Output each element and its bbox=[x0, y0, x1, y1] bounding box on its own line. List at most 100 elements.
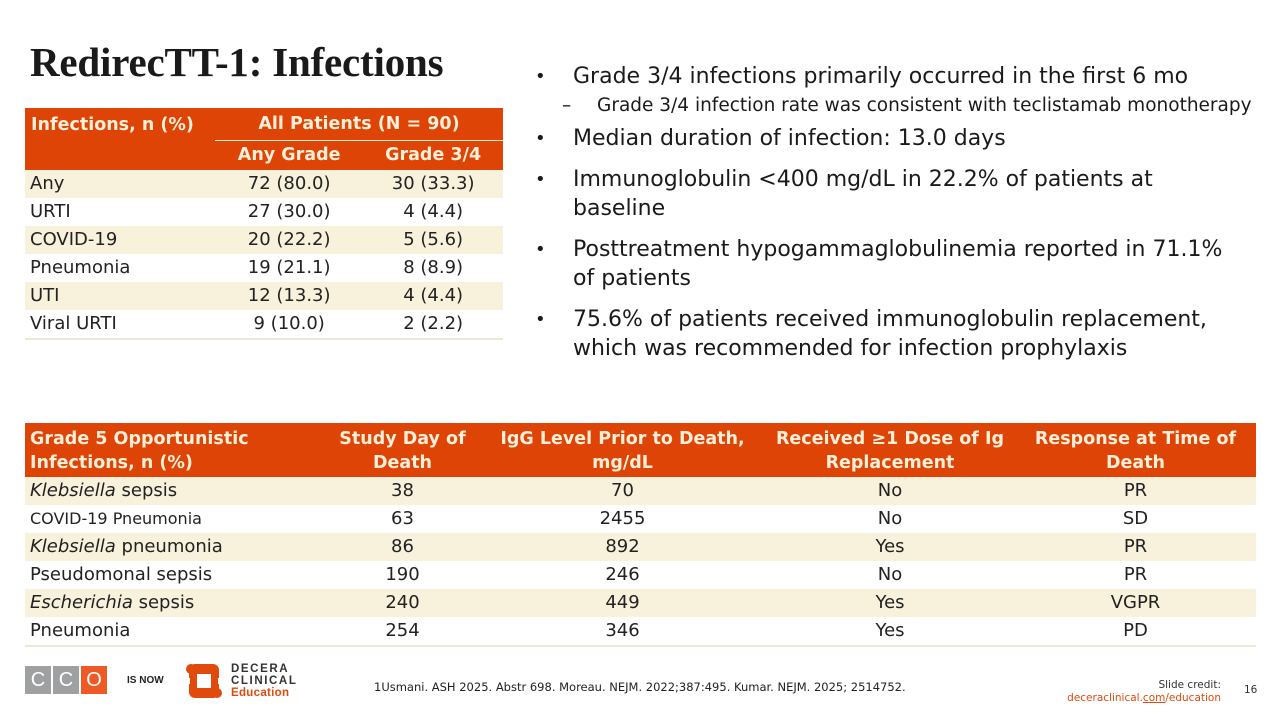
table-row: Klebsiella pneumonia 86 892 Yes PR bbox=[25, 533, 1256, 561]
bullet-icon: • bbox=[535, 128, 546, 149]
table-row: Pneumonia 19 (21.1) 8 (8.9) bbox=[25, 254, 503, 282]
grade34-value: 30 (33.3) bbox=[363, 170, 503, 198]
igg-value: 892 bbox=[480, 533, 765, 561]
response-value: PR bbox=[1123, 564, 1148, 585]
response-value: PR bbox=[1015, 533, 1256, 561]
organism-header: Grade 5 Opportunistic Infections, n (%) bbox=[25, 423, 325, 477]
bullet-text: Immunoglobulin <400 mg/dL in 22.2% of pa… bbox=[573, 167, 1153, 221]
table-row: COVID-19 Pneumonia 63 2455 No SD bbox=[25, 505, 1256, 533]
ig-replacement-value: Yes bbox=[765, 533, 1015, 561]
cco-logo-letter: C bbox=[53, 666, 79, 694]
response-value: PD bbox=[1015, 617, 1256, 647]
any-grade-value: 9 (10.0) bbox=[215, 310, 364, 340]
credit-link-part[interactable]: /education bbox=[1165, 692, 1221, 704]
bullet-icon: • bbox=[535, 66, 546, 87]
igg-value: 246 bbox=[605, 564, 640, 585]
study-day-value: 254 bbox=[325, 617, 480, 647]
infection-type: COVID-19 Pneumonia bbox=[30, 509, 202, 528]
bullet-icon: • bbox=[535, 309, 546, 330]
credit-link[interactable]: deceraclinical.com/education bbox=[1067, 692, 1221, 705]
infections-table: Infections, n (%) All Patients (N = 90) … bbox=[25, 108, 503, 340]
infection-type: Pneumonia bbox=[30, 620, 131, 641]
any-grade-header: Any Grade bbox=[215, 140, 364, 170]
igg-value: 70 bbox=[480, 477, 765, 505]
infection-label: Viral URTI bbox=[25, 310, 215, 340]
grade34-header: Grade 3/4 bbox=[363, 140, 503, 170]
organism-name: Escherichia bbox=[30, 592, 133, 613]
table-row: Klebsiella sepsis 38 70 No PR bbox=[25, 477, 1256, 505]
infections-row-header: Infections, n (%) bbox=[25, 108, 215, 170]
ig-replacement-value: No bbox=[877, 564, 903, 585]
decera-wordmark: DECERA CLINICAL Education bbox=[231, 663, 297, 699]
grade34-value: 5 (5.6) bbox=[363, 226, 503, 254]
infection-name: Escherichia sepsis bbox=[25, 589, 325, 617]
ig-replacement-value: No bbox=[765, 477, 1015, 505]
infection-type: Pseudomonal sepsis bbox=[30, 564, 213, 585]
credit-link-part[interactable]: com bbox=[1142, 692, 1166, 704]
bullet-text: Posttreatment hypogammaglobulinemia repo… bbox=[573, 237, 1223, 291]
is-now-label: IS NOW bbox=[127, 675, 164, 686]
bullet-item: • Grade 3/4 infections primarily occurre… bbox=[535, 62, 1265, 91]
infection-label: Pneumonia bbox=[30, 257, 131, 278]
igg-value: 449 bbox=[480, 589, 765, 617]
decera-logo-icon bbox=[186, 664, 222, 698]
table-row: Pseudomonal sepsis 190 246 No PR bbox=[25, 561, 1256, 589]
study-day-value: 190 bbox=[385, 564, 420, 585]
decera-line3: Education bbox=[231, 687, 290, 699]
igg-value: 2455 bbox=[599, 508, 646, 529]
ig-replacement-value: Yes bbox=[765, 589, 1015, 617]
bullet-text: 75.6% of patients received immunoglobuli… bbox=[573, 307, 1207, 361]
grade5-infections-table: Grade 5 Opportunistic Infections, n (%) … bbox=[25, 423, 1256, 647]
ig-replacement-value: Yes bbox=[765, 617, 1015, 647]
bullet-item: • Posttreatment hypogammaglobulinemia re… bbox=[535, 235, 1265, 293]
infection-label: Any bbox=[25, 170, 215, 198]
bullet-text: Median duration of infection: 13.0 days bbox=[573, 126, 1006, 151]
sub-bullet-text: Grade 3/4 infection rate was consistent … bbox=[597, 95, 1252, 116]
organism-name: Klebsiella bbox=[30, 536, 116, 557]
study-day-value: 63 bbox=[391, 508, 414, 529]
slide-title: RedirecTT-1: Infections bbox=[30, 39, 444, 85]
response-value: PR bbox=[1015, 477, 1256, 505]
all-patients-header: All Patients (N = 90) bbox=[215, 108, 503, 141]
table-row: Pneumonia 254 346 Yes PD bbox=[25, 617, 1256, 647]
page-number: 16 bbox=[1244, 684, 1258, 696]
bullet-item: • 75.6% of patients received immunoglobu… bbox=[535, 305, 1265, 363]
study-day-header: Study Day of Death bbox=[325, 423, 480, 477]
igg-value: 346 bbox=[480, 617, 765, 647]
cco-logo-letter: O bbox=[81, 666, 107, 694]
references: 1Usmani. ASH 2025. Abstr 698. Moreau. NE… bbox=[374, 680, 906, 694]
grade34-value: 2 (2.2) bbox=[363, 310, 503, 340]
decera-line1: DECERA bbox=[231, 663, 290, 675]
table-row: Any 72 (80.0) 30 (33.3) bbox=[25, 170, 503, 198]
any-grade-value: 12 (13.3) bbox=[215, 282, 364, 310]
bullet-icon: • bbox=[535, 239, 546, 260]
response-value: SD bbox=[1122, 508, 1149, 529]
study-day-value: 240 bbox=[325, 589, 480, 617]
study-day-value: 38 bbox=[325, 477, 480, 505]
cco-logo: C C O bbox=[25, 666, 107, 694]
dash-icon: – bbox=[562, 95, 572, 116]
bullet-item: • Immunoglobulin <400 mg/dL in 22.2% of … bbox=[535, 165, 1265, 223]
response-value: VGPR bbox=[1015, 589, 1256, 617]
slide-credit: Slide credit: deceraclinical.com/educati… bbox=[1067, 679, 1221, 705]
key-findings-list: • Grade 3/4 infections primarily occurre… bbox=[535, 62, 1265, 375]
bullet-item: • Median duration of infection: 13.0 day… bbox=[535, 124, 1265, 153]
infection-type: pneumonia bbox=[115, 536, 223, 557]
infection-name: Pseudomonal sepsis bbox=[25, 561, 325, 589]
bullet-icon: • bbox=[535, 169, 546, 190]
response-header: Response at Time of Death bbox=[1015, 423, 1256, 477]
any-grade-value: 19 (21.1) bbox=[247, 257, 331, 278]
any-grade-value: 20 (22.2) bbox=[215, 226, 364, 254]
bullet-text: Grade 3/4 infections primarily occurred … bbox=[573, 64, 1189, 89]
table-row: URTI 27 (30.0) 4 (4.4) bbox=[25, 198, 503, 226]
infection-label: COVID-19 bbox=[25, 226, 215, 254]
grade34-value: 4 (4.4) bbox=[363, 282, 503, 310]
cco-logo-letter: C bbox=[25, 666, 51, 694]
table-row: COVID-19 20 (22.2) 5 (5.6) bbox=[25, 226, 503, 254]
infection-name: Pneumonia bbox=[25, 617, 325, 647]
infection-name: Klebsiella pneumonia bbox=[25, 533, 325, 561]
infection-name: COVID-19 Pneumonia bbox=[25, 505, 325, 533]
credit-link-part[interactable]: deceraclinical. bbox=[1067, 692, 1143, 704]
table-row: Escherichia sepsis 240 449 Yes VGPR bbox=[25, 589, 1256, 617]
grade34-value: 8 (8.9) bbox=[403, 257, 464, 278]
